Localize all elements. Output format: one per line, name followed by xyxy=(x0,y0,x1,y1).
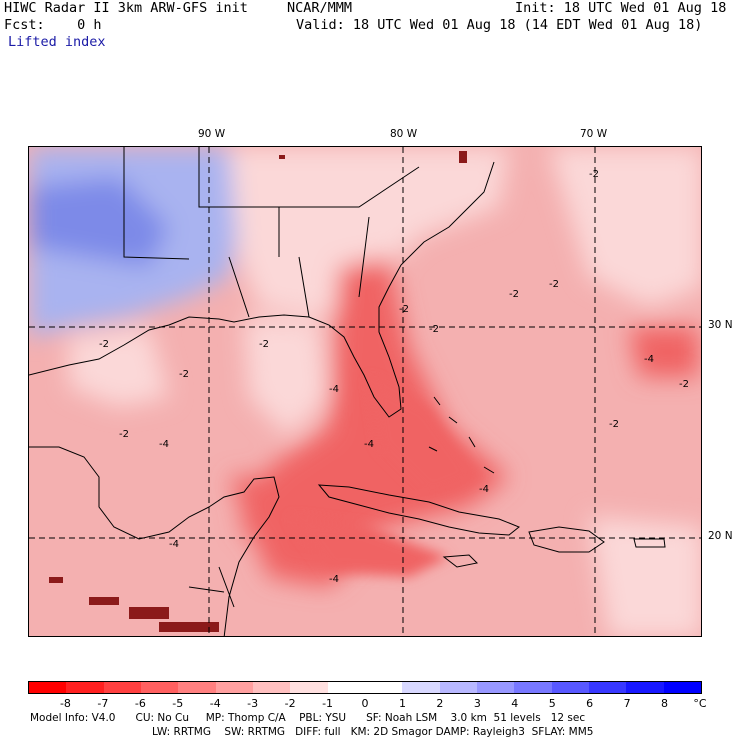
colorbar-tick-label: 2 xyxy=(436,697,444,710)
colorbar-tick-label: -1 xyxy=(322,697,334,710)
init-time: Init: 18 UTC Wed 01 Aug 18 xyxy=(515,0,727,16)
colorbar-swatch xyxy=(29,682,67,693)
contour-label: -2 xyxy=(609,419,619,430)
colorbar-unit: °C xyxy=(693,697,707,710)
colorbar-swatch xyxy=(252,682,291,693)
colorbar xyxy=(28,681,702,694)
lon-label-90w: 90 W xyxy=(198,128,226,140)
colorbar-tick-label: -5 xyxy=(172,697,184,710)
lon-label-80w: 80 W xyxy=(390,128,418,140)
lifted-index-map: -2 -2 -2 -2 -2 -2 -2 -2 -2 -2 -2 -4 -4 -… xyxy=(28,146,702,637)
lat-label-20n: 20 N xyxy=(708,530,733,542)
contour-label: -4 xyxy=(364,439,374,450)
colorbar-swatch xyxy=(439,682,477,693)
model-title: HIWC Radar II 3km ARW-GFS init xyxy=(4,0,248,16)
contour-label: -4 xyxy=(329,384,339,395)
colorbar-swatch xyxy=(476,682,515,693)
lon-label-70w: 70 W xyxy=(580,128,608,140)
contour-label: -4 xyxy=(169,539,179,550)
map-canvas: -2 -2 -2 -2 -2 -2 -2 -2 -2 -2 -2 -4 -4 -… xyxy=(29,147,701,636)
contour-label: -2 xyxy=(119,429,129,440)
colorbar-swatch xyxy=(103,682,141,693)
colorbar-swatch xyxy=(588,682,627,693)
contour-label: -2 xyxy=(179,369,189,380)
contour-label: -4 xyxy=(479,484,489,495)
colorbar-swatch xyxy=(402,682,440,693)
colorbar-tick-label: 3 xyxy=(473,697,481,710)
valid-time: Valid: 18 UTC Wed 01 Aug 18 (14 EDT Wed … xyxy=(296,17,703,33)
contour-label: -2 xyxy=(259,339,269,350)
contour-label: -2 xyxy=(509,289,519,300)
contour-label: -2 xyxy=(549,279,559,290)
colorbar-tick-label: -2 xyxy=(284,697,296,710)
colorbar-swatch xyxy=(178,682,216,693)
colorbar-tick-label: -3 xyxy=(247,697,259,710)
colorbar-swatch xyxy=(514,682,552,693)
colorbar-swatch xyxy=(215,682,253,693)
forecast-hour: Fcst: 0 h xyxy=(4,17,102,33)
colorbar-tick-label: 4 xyxy=(511,697,519,710)
colorbar-tick-label: 1 xyxy=(398,697,406,710)
colorbar-swatch xyxy=(364,682,403,693)
colorbar-tick-label: -4 xyxy=(209,697,221,710)
contour-label: -4 xyxy=(644,354,654,365)
contour-label: -2 xyxy=(429,324,439,335)
contour-label: -2 xyxy=(679,379,689,390)
colorbar-tick-label: 5 xyxy=(548,697,556,710)
colorbar-swatch xyxy=(290,682,328,693)
colorbar-tick-label: -8 xyxy=(59,697,71,710)
colorbar-swatch xyxy=(327,682,365,693)
model-info-line2: LW: RRTMG SW: RRTMG DIFF: full KM: 2D Sm… xyxy=(152,726,594,738)
colorbar-tick-label: 0 xyxy=(361,697,369,710)
colorbar-swatch xyxy=(551,682,589,693)
contour-label: -2 xyxy=(589,169,599,180)
colorbar-tick-label: -6 xyxy=(134,697,146,710)
org-label: NCAR/MMM xyxy=(287,0,353,16)
colorbar-tick-label: 8 xyxy=(661,697,669,710)
model-info-line1: Model Info: V4.0 CU: No Cu MP: Thomp C/A… xyxy=(30,712,586,724)
contour-label: -2 xyxy=(99,339,109,350)
colorbar-tick-label: 6 xyxy=(586,697,594,710)
contour-label: -4 xyxy=(329,574,339,585)
colorbar-swatch xyxy=(626,682,664,693)
colorbar-swatch xyxy=(663,682,701,693)
contour-label: -4 xyxy=(159,439,169,450)
colorbar-tick-label: 7 xyxy=(623,697,631,710)
lat-label-30n: 30 N xyxy=(708,319,733,331)
colorbar-tick-label: -7 xyxy=(97,697,109,710)
colorbar-swatch xyxy=(66,682,104,693)
contour-label: -2 xyxy=(399,304,409,315)
field-name: Lifted index xyxy=(8,34,106,50)
colorbar-swatch xyxy=(140,682,179,693)
